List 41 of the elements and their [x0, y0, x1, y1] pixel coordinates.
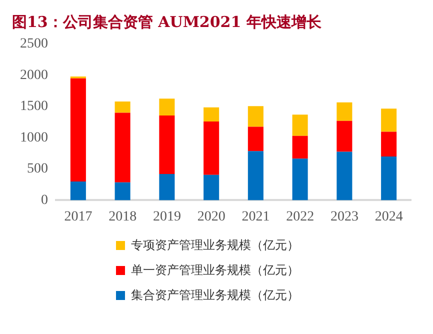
bar: [248, 151, 264, 200]
x-tick-label: 2023: [330, 209, 358, 224]
bar: [292, 158, 308, 200]
y-tick-label: 2500: [20, 36, 48, 52]
bar: [336, 102, 352, 121]
y-tick-label: 1500: [20, 99, 48, 114]
y-tick-label: 2000: [20, 68, 48, 83]
chart-title: 图13：公司集合资管 AUM2021 年快速增长: [12, 12, 322, 31]
y-tick-label: 1000: [20, 130, 48, 146]
y-tick-label: 0: [41, 192, 48, 208]
x-tick-label: 2017: [64, 209, 92, 224]
legend-label: 集合资产管理业务规模（亿元）: [131, 287, 299, 304]
x-tick-label: 2021: [242, 209, 270, 224]
bar: [381, 156, 397, 200]
bar: [204, 174, 220, 200]
bar: [159, 174, 175, 200]
legend-label: 专项资产管理业务规模（亿元）: [131, 237, 299, 254]
x-tick-label: 2019: [152, 209, 181, 224]
bar: [292, 136, 308, 159]
bar: [159, 98, 175, 116]
bar: [70, 78, 86, 182]
y-tick-label: 500: [27, 162, 48, 177]
x-tick-label: 2018: [108, 209, 137, 224]
x-tick-label: 2022: [286, 209, 314, 224]
bar: [159, 116, 175, 174]
x-tick-label: 2024: [374, 209, 403, 224]
x-tick-label: 2020: [197, 209, 226, 224]
bar: [204, 107, 220, 122]
bar: [381, 108, 397, 132]
bar: [336, 152, 352, 200]
bar: [70, 181, 86, 200]
bar: [204, 121, 220, 175]
bar: [336, 120, 352, 152]
bar: [114, 182, 130, 200]
bar: [248, 126, 264, 152]
bar: [292, 114, 308, 136]
bar: [248, 106, 264, 127]
bar: [114, 101, 130, 113]
bar: [381, 132, 397, 156]
legend-label: 单一资产管理业务规模（亿元）: [131, 262, 299, 279]
bar: [114, 112, 130, 182]
